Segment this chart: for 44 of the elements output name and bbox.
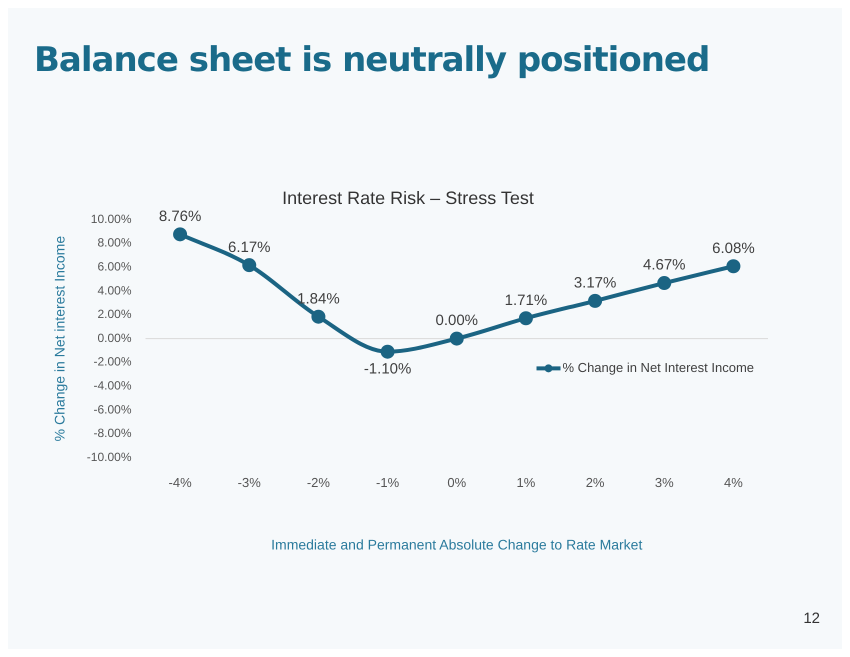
x-tick-label: 0% bbox=[447, 474, 467, 490]
y-tick-label: -6.00% bbox=[93, 402, 132, 416]
y-tick-label: 0.00% bbox=[97, 330, 132, 345]
data-label: 8.76% bbox=[158, 208, 202, 225]
point bbox=[657, 276, 672, 290]
x-tick-label: -4% bbox=[168, 474, 192, 490]
point bbox=[173, 227, 188, 242]
y-tick-label: -2.00% bbox=[93, 354, 132, 369]
point bbox=[518, 311, 533, 326]
data-label: 3.17% bbox=[574, 274, 616, 292]
legend-label: % Change in Net Interest Income bbox=[562, 360, 754, 375]
data-label: 4.67% bbox=[642, 256, 686, 274]
y-tick-label: 2.00% bbox=[97, 307, 132, 322]
x-tick-label: 4% bbox=[724, 474, 744, 490]
point bbox=[380, 344, 395, 359]
y-tick-label: -4.00% bbox=[93, 378, 132, 393]
y-tick-label: 4.00% bbox=[97, 283, 132, 298]
data-label: -1.10% bbox=[364, 360, 412, 378]
y-tick-label: -10.00% bbox=[86, 450, 132, 464]
chart-title: Balance sheet is neutrally positioned bbox=[34, 40, 710, 80]
data-label: 0.00% bbox=[435, 312, 478, 330]
y-tick-label: 6.00% bbox=[97, 260, 132, 274]
point bbox=[588, 294, 602, 308]
data-label: 6.17% bbox=[228, 238, 271, 256]
x-tick-label: -2% bbox=[306, 474, 330, 490]
x-axis-title: Immediate and Permanent Absolute Change to Rate Market bbox=[271, 536, 642, 552]
x-tick-label: -1% bbox=[376, 474, 400, 490]
chart-subtitle: Interest Rate Risk – Stress Test bbox=[282, 188, 534, 208]
y-tick-label: 8.00% bbox=[97, 236, 132, 250]
x-tick-label: 2% bbox=[586, 474, 605, 490]
point bbox=[726, 259, 740, 274]
point bbox=[311, 310, 326, 324]
data-label: 1.84% bbox=[297, 290, 340, 308]
x-tick-label: 1% bbox=[516, 474, 536, 490]
data-label: 6.08% bbox=[712, 240, 755, 257]
text: 12 bbox=[803, 610, 820, 627]
x-tick-label: -3% bbox=[238, 474, 262, 490]
y-tick-label: -8.00% bbox=[93, 426, 132, 440]
x-tick-label: 3% bbox=[654, 474, 674, 490]
point bbox=[242, 258, 256, 272]
y-axis-title: % Change in Net interest Income bbox=[51, 236, 68, 442]
data-label: 1.71% bbox=[504, 292, 548, 309]
y-tick-label: 10.00% bbox=[90, 212, 132, 226]
point bbox=[450, 332, 464, 346]
